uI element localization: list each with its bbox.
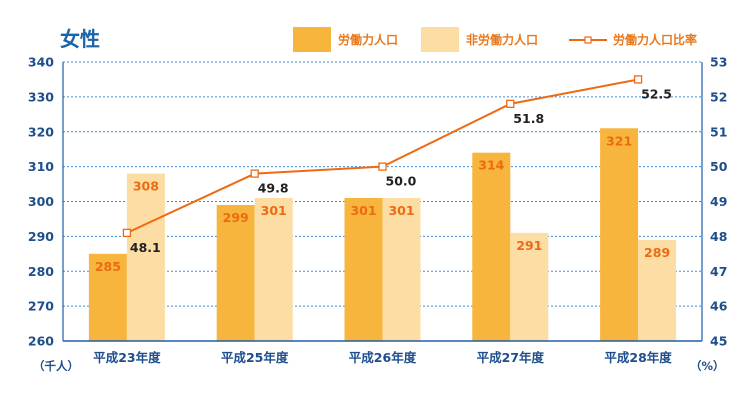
ratio-value-label: 51.8 xyxy=(513,111,544,126)
bar-value-label: 301 xyxy=(388,203,414,218)
axes: 260 270 280 290 300 310 320 330 340 45 46 47 48 49 50 5… xyxy=(28,55,728,366)
bar-non-labor-force xyxy=(510,232,549,341)
y-right-tick-label: 47 xyxy=(710,264,727,279)
legend-label-labor-ratio: 労働力人口比率 xyxy=(613,32,697,47)
bar-value-label: 301 xyxy=(350,203,376,218)
bar-labor-force xyxy=(88,253,127,341)
x-category-label: 平成25年度 xyxy=(221,350,289,365)
bar-non-labor-force xyxy=(638,239,677,341)
legend-marker-labor-ratio xyxy=(584,36,592,44)
x-category-label: 平成23年度 xyxy=(93,350,161,365)
y-right-tick-label: 52 xyxy=(710,89,727,104)
legend-label-non-labor-force: 非労働力人口 xyxy=(466,32,538,47)
ratio-value-label: 48.1 xyxy=(130,240,161,255)
bar-value-label: 308 xyxy=(133,179,159,194)
bars xyxy=(88,128,677,341)
ratio-line xyxy=(122,75,643,238)
ratio-point xyxy=(250,169,259,178)
x-category-label: 平成26年度 xyxy=(349,350,417,365)
ratio-value-label: 50.0 xyxy=(386,174,417,189)
bar-non-labor-force xyxy=(126,173,165,341)
y-left-tick-label: 280 xyxy=(28,264,54,279)
bar-non-labor-force xyxy=(382,198,421,341)
chart-title: 女性 xyxy=(60,27,100,51)
bar-value-label: 314 xyxy=(478,158,504,173)
bar-non-labor-force xyxy=(254,198,293,341)
y-right-unit: （%） xyxy=(690,359,725,373)
bar-labor-force xyxy=(344,198,383,341)
legend-label-labor-force: 労働力人口 xyxy=(338,32,398,47)
bar-value-label: 321 xyxy=(606,133,632,148)
y-left-unit: （千人） xyxy=(33,359,79,373)
x-category-label: 平成27年度 xyxy=(477,350,545,365)
y-left-tick-label: 330 xyxy=(28,89,54,104)
ratio-point xyxy=(633,75,643,84)
y-right-tick-label: 45 xyxy=(710,334,727,349)
y-left-tick-label: 310 xyxy=(28,159,54,174)
ratio-value-label: 49.8 xyxy=(258,181,289,196)
y-left-tick-label: 340 xyxy=(28,55,54,70)
y-right-tick-label: 53 xyxy=(710,55,727,70)
bar-labor-force xyxy=(472,152,511,341)
y-left-tick-label: 290 xyxy=(28,229,54,244)
bar-labor-force xyxy=(216,204,255,341)
bar-value-label: 289 xyxy=(644,245,670,260)
y-left-tick-label: 320 xyxy=(28,124,54,139)
legend-swatch-labor-force xyxy=(293,27,331,52)
bar-value-label: 301 xyxy=(261,203,287,218)
bar-value-label: 285 xyxy=(95,259,121,274)
data-labels: 285 308 299 301 301 301 314 291 321 289 48.1 49.8 50… xyxy=(95,86,672,273)
ratio-value-label: 52.5 xyxy=(641,86,672,101)
ratio-point xyxy=(506,99,515,108)
y-right-tick-label: 50 xyxy=(710,159,728,174)
ratio-point xyxy=(378,162,387,171)
legend-swatch-non-labor-force xyxy=(421,27,459,52)
ratio-point xyxy=(122,228,132,238)
y-left-tick-label: 260 xyxy=(28,334,54,349)
y-right-tick-label: 49 xyxy=(710,194,727,209)
legend: 労働力人口 非労働力人口 労働力人口比率 xyxy=(293,27,697,52)
bar-labor-force xyxy=(600,128,639,341)
gridlines xyxy=(63,61,702,307)
y-left-tick-label: 300 xyxy=(28,194,54,209)
y-right-tick-label: 46 xyxy=(710,299,728,314)
bar-value-label: 291 xyxy=(516,238,542,253)
bar-value-label: 299 xyxy=(223,210,249,225)
y-right-tick-label: 51 xyxy=(710,124,727,139)
y-left-tick-label: 270 xyxy=(28,299,54,314)
y-right-tick-label: 48 xyxy=(710,229,727,244)
x-category-label: 平成28年度 xyxy=(604,350,672,365)
